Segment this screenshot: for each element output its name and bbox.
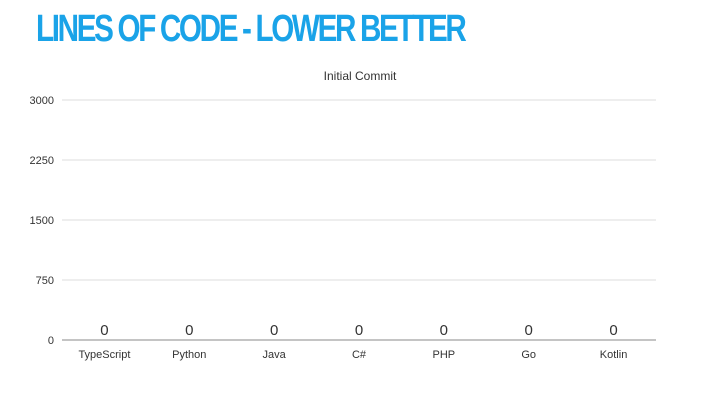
grid-lines: [62, 99, 656, 281]
x-tick-label: TypeScript: [78, 349, 130, 361]
data-label: 0: [355, 322, 363, 339]
x-tick-label: Python: [172, 349, 206, 361]
data-label: 0: [270, 322, 278, 339]
y-tick-label: 0: [48, 335, 54, 347]
x-axis-ticks: TypeScript Python Java C# PHP Go Kotlin: [78, 349, 627, 361]
data-label: 0: [185, 322, 193, 339]
x-tick-label: Java: [263, 349, 287, 361]
data-labels: 0 0 0 0 0 0 0: [100, 322, 617, 339]
slide-title: LINES OF CODE - LOWER BETTER: [36, 8, 467, 50]
y-axis-ticks: 0 750 1500 2250 3000: [30, 95, 54, 347]
data-label: 0: [100, 322, 108, 339]
y-tick-label: 750: [36, 275, 54, 287]
y-tick-label: 1500: [30, 215, 54, 227]
x-tick-label: Kotlin: [600, 349, 628, 361]
x-tick-label: C#: [352, 349, 367, 361]
x-tick-label: PHP: [433, 349, 456, 361]
y-tick-label: 2250: [30, 155, 54, 167]
data-label: 0: [525, 322, 533, 339]
x-tick-label: Go: [521, 349, 536, 361]
data-label: 0: [440, 322, 448, 339]
data-label: 0: [609, 322, 617, 339]
chart-title: Initial Commit: [324, 69, 397, 83]
y-tick-label: 3000: [30, 95, 54, 107]
